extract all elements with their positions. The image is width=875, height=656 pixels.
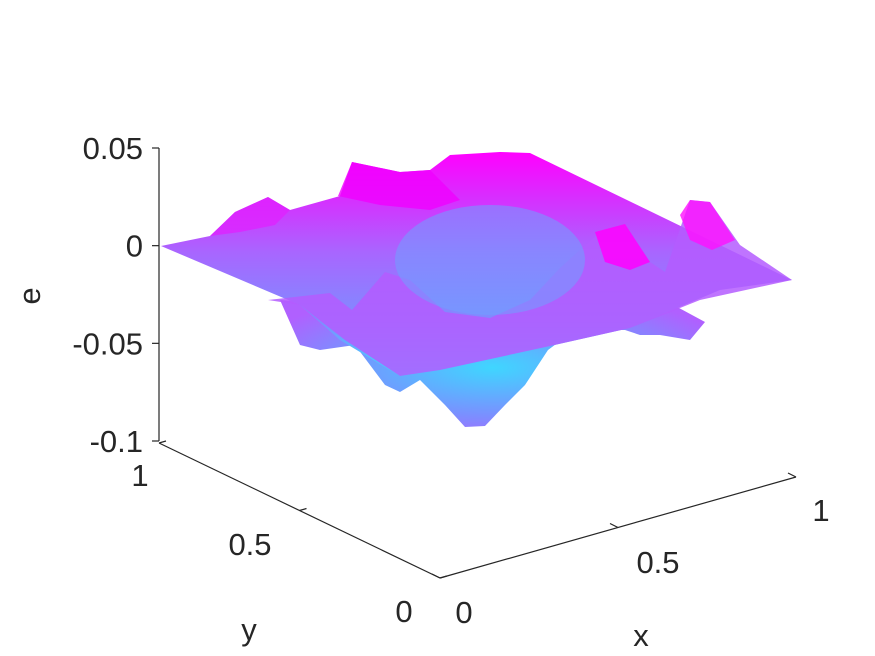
surface bbox=[161, 152, 792, 427]
x-ticks: 00.51 bbox=[431, 472, 830, 630]
z-tick-label: -0.1 bbox=[90, 424, 143, 459]
x-tick-label: 1 bbox=[812, 493, 829, 528]
y-tick-mark bbox=[158, 440, 167, 444]
surface-center-dip bbox=[395, 205, 585, 315]
surface-peak-back-left bbox=[338, 162, 460, 210]
y-tick-label: 0.5 bbox=[228, 527, 271, 562]
surface-peak-right bbox=[595, 224, 650, 270]
y-tick-label: 1 bbox=[131, 458, 148, 493]
z-ticks: -0.1 -0.05 0 0.05 bbox=[72, 131, 159, 459]
x-tick-mark bbox=[787, 472, 797, 478]
x-tick-mark bbox=[609, 522, 619, 529]
surface-front-ridge bbox=[268, 200, 792, 376]
z-tick-label: -0.05 bbox=[72, 326, 143, 361]
y-ticks: 00.51 bbox=[131, 440, 448, 629]
x-tick-label: 0 bbox=[455, 595, 472, 630]
z-tick-label: 0 bbox=[126, 229, 143, 264]
surface-peak-far-right bbox=[680, 200, 735, 250]
y-axis-label: y bbox=[241, 612, 257, 647]
x-axis-label: x bbox=[633, 618, 649, 653]
z-axis-label: e bbox=[12, 287, 47, 304]
x-tick-mark bbox=[431, 573, 441, 579]
y-tick-mark bbox=[299, 507, 307, 512]
surface-peak-left bbox=[210, 197, 290, 236]
z-tick-label: 0.05 bbox=[83, 131, 143, 166]
y-tick-mark bbox=[439, 575, 448, 579]
x-tick-label: 0.5 bbox=[636, 545, 679, 580]
y-tick-label: 0 bbox=[395, 594, 412, 629]
